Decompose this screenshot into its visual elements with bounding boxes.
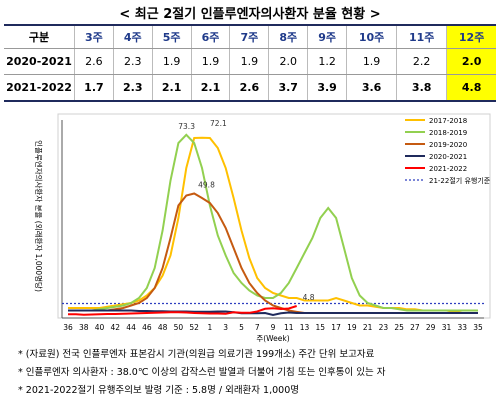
legend-label: 21-22절기 유행기준 [429, 176, 491, 185]
header-row: 구분 3주 4주 5주 6주 7주 8주 9주 10주 11주 12주 [4, 25, 496, 49]
table-cell: 2.6 [229, 74, 269, 102]
header-cell: 7주 [229, 25, 269, 49]
legend-label: 2021-2022 [429, 165, 467, 173]
table-cell: 4.8 [446, 74, 496, 102]
data-table: 구분 3주 4주 5주 6주 7주 8주 9주 10주 11주 12주 2020-2021 2.6 2.3… [4, 24, 496, 102]
header-cell: 8주 [268, 25, 308, 49]
x-tick-label: 52 [189, 323, 199, 332]
legend-label: 2019-2020 [429, 141, 467, 149]
page-title: < 최근 2절기 인플루엔자의사환자 분율 현황 > [119, 7, 381, 22]
legend-label: 2018-2019 [429, 129, 467, 137]
table-cell: 1.9 [151, 48, 192, 75]
x-tick-label: 42 [111, 323, 121, 332]
chart: 인플루엔자의사환자 분율 (외래환자 1,000명당) 주(Week) 36 38… [34, 113, 491, 343]
table-cell: 2.1 [151, 74, 192, 102]
table-cell: 2.1 [190, 74, 230, 102]
table-cell: 2020-2021 [4, 48, 75, 75]
x-tick-label: 29 [426, 323, 436, 332]
header-cell: 11주 [396, 25, 447, 49]
header-cell: 12주 [446, 25, 496, 49]
data-label: 49.8 [198, 181, 215, 190]
x-tick-label: 23 [379, 323, 389, 332]
x-tick-label: 33 [457, 323, 467, 332]
table-cell: 3.9 [307, 74, 347, 102]
data-label: 72.1 [210, 119, 227, 128]
x-tick-label: 38 [79, 323, 89, 332]
series-line [68, 136, 478, 313]
x-axis-label: 주(Week) [256, 334, 289, 343]
x-tick-label: 36 [63, 323, 73, 332]
x-tick-label: 35 [473, 323, 483, 332]
y-axis-label: 인플루엔자의사환자 분율 (외래환자 1,000명당) [34, 140, 44, 292]
x-tick-label: 31 [442, 323, 452, 332]
series-line [68, 192, 478, 314]
x-tick-label: 44 [126, 323, 136, 332]
x-tick-label: 46 [142, 323, 152, 332]
legend-label: 2020-2021 [429, 153, 467, 161]
table-cell: 2.0 [268, 48, 308, 75]
header-cell: 4주 [112, 25, 153, 49]
series-line [68, 133, 478, 312]
table-cell: 2.3 [112, 74, 153, 102]
header-cell: 구분 [4, 25, 75, 49]
series-line [68, 309, 478, 317]
table-cell: 2.2 [396, 48, 447, 75]
table-cell: 3.7 [268, 74, 308, 102]
series-line [68, 305, 298, 316]
x-tick-label: 7 [255, 323, 260, 332]
table-row: 2021-2022 1.7 2.3 2.1 2.1 2.6 3.7 3.9 3.6 3.8 4.8 [4, 74, 496, 102]
data-label: 4.8 [303, 293, 315, 302]
plot-frame [57, 113, 491, 319]
x-tick-label: 9 [271, 323, 276, 332]
header-cell: 10주 [346, 25, 397, 49]
x-tick-label: 50 [174, 323, 184, 332]
data-label: 73.3 [178, 122, 195, 131]
note: * (자료원) 전국 인플루엔자 표본감시 기관(의원급 의료기관 199개소)… [18, 349, 375, 360]
header-cell: 3주 [74, 25, 114, 49]
x-tick-label: 1 [208, 323, 213, 332]
table-cell: 2.6 [74, 48, 114, 75]
table-cell: 1.2 [307, 48, 347, 75]
header-cell: 6주 [190, 25, 230, 49]
notes: * (자료원) 전국 인플루엔자 표본감시 기관(의원급 의료기관 199개소)… [18, 346, 385, 400]
x-tick-label: 5 [239, 323, 244, 332]
x-tick-label: 21 [363, 323, 373, 332]
x-tick-label: 3 [223, 323, 228, 332]
x-tick-label: 40 [95, 323, 105, 332]
table-cell: 1.7 [74, 74, 114, 102]
legend-label: 2017-2018 [429, 117, 467, 125]
x-tick-label: 25 [394, 323, 404, 332]
x-tick-label: 15 [316, 323, 326, 332]
table-cell: 1.9 [190, 48, 230, 75]
table-cell: 1.9 [346, 48, 397, 75]
table-cell: 2.0 [446, 48, 496, 75]
x-tick-label: 13 [300, 323, 310, 332]
table-cell: 2.3 [112, 48, 153, 75]
table-cell: 3.6 [346, 74, 397, 102]
x-tick-label: 17 [331, 323, 341, 332]
x-tick-label: 27 [410, 323, 420, 332]
table-row: 2020-2021 2.6 2.3 1.9 1.9 1.9 2.0 1.2 1.9 2.2 2.0 [4, 48, 496, 75]
header-cell: 9주 [307, 25, 347, 49]
table-cell: 3.8 [396, 74, 447, 102]
x-tick-label: 19 [347, 323, 357, 332]
x-tick-label: 48 [158, 323, 168, 332]
note: * 2021-2022절기 유행주의보 발령 기준 : 5.8명 / 외래환자 … [18, 385, 299, 396]
x-tick-label: 11 [284, 323, 294, 332]
table-cell: 1.9 [229, 48, 269, 75]
note: * 인플루엔자 의사환자 : 38.0℃ 이상의 갑작스런 발열과 더불어 기침… [18, 367, 386, 378]
table-cell: 2021-2022 [4, 74, 75, 102]
header-cell: 5주 [151, 25, 192, 49]
